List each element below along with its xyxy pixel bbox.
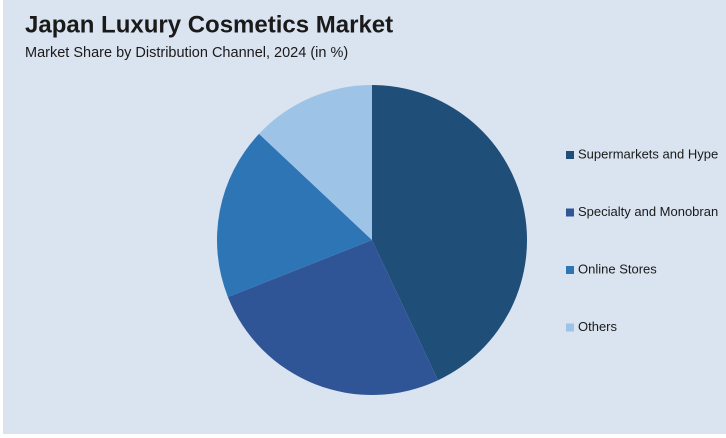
pie-slice xyxy=(227,240,438,395)
legend-label: Others xyxy=(578,319,618,334)
legend-swatch xyxy=(566,266,574,274)
chart-subtitle: Market Share by Distribution Channel, 20… xyxy=(25,45,348,61)
pie-slice xyxy=(372,85,527,381)
legend-swatch xyxy=(566,323,574,332)
legend-swatch xyxy=(566,208,574,217)
chart-title: Japan Luxury Cosmetics Market xyxy=(25,11,393,38)
pie-slice xyxy=(217,133,372,298)
pie-slice xyxy=(259,85,372,240)
legend-swatch xyxy=(566,151,574,159)
legend-label: Online Stores xyxy=(578,261,657,276)
legend-label: Specialty and Monobran xyxy=(578,204,718,219)
legend-label: Supermarkets and Hype xyxy=(578,146,718,161)
